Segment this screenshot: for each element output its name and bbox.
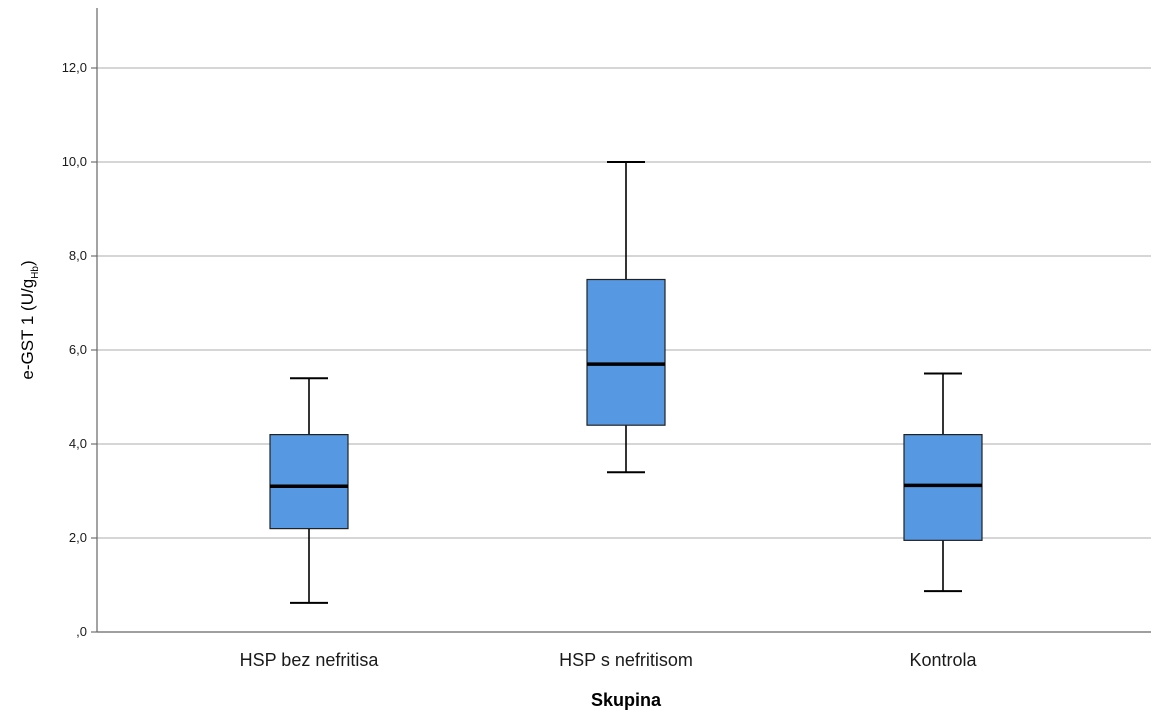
box-group [586, 161, 666, 474]
y-axis-title-subscript: Hb [30, 266, 41, 279]
box-group [903, 372, 983, 593]
y-axis-title-suffix: ) [18, 260, 37, 266]
boxes [269, 161, 983, 604]
y-tick-label: 2,0 [69, 530, 87, 545]
y-axis-title-main: e-GST 1 (U/g [18, 279, 37, 380]
y-tick-label: 4,0 [69, 436, 87, 451]
x-category-label: HSP s nefritisom [559, 650, 693, 670]
y-axis-title: e-GST 1 (U/gHb) [18, 260, 41, 379]
x-category-label: Kontrola [909, 650, 977, 670]
iqr-box [269, 434, 349, 530]
labels: ,0 2,0 4,0 6,0 8,0 10,0 12,0 HSP bez nefritisa H… [62, 60, 978, 670]
iqr-box [903, 434, 983, 541]
y-tick-label: ,0 [76, 624, 87, 639]
axes [91, 8, 1151, 633]
y-tick-label: 12,0 [62, 60, 87, 75]
iqr-box [586, 278, 666, 426]
y-tick-label: 10,0 [62, 154, 87, 169]
x-category-label: HSP bez nefritisa [240, 650, 380, 670]
y-tick-label: 8,0 [69, 248, 87, 263]
x-axis-title: Skupina [591, 690, 662, 710]
y-tick-label: 6,0 [69, 342, 87, 357]
box-group [269, 377, 349, 604]
